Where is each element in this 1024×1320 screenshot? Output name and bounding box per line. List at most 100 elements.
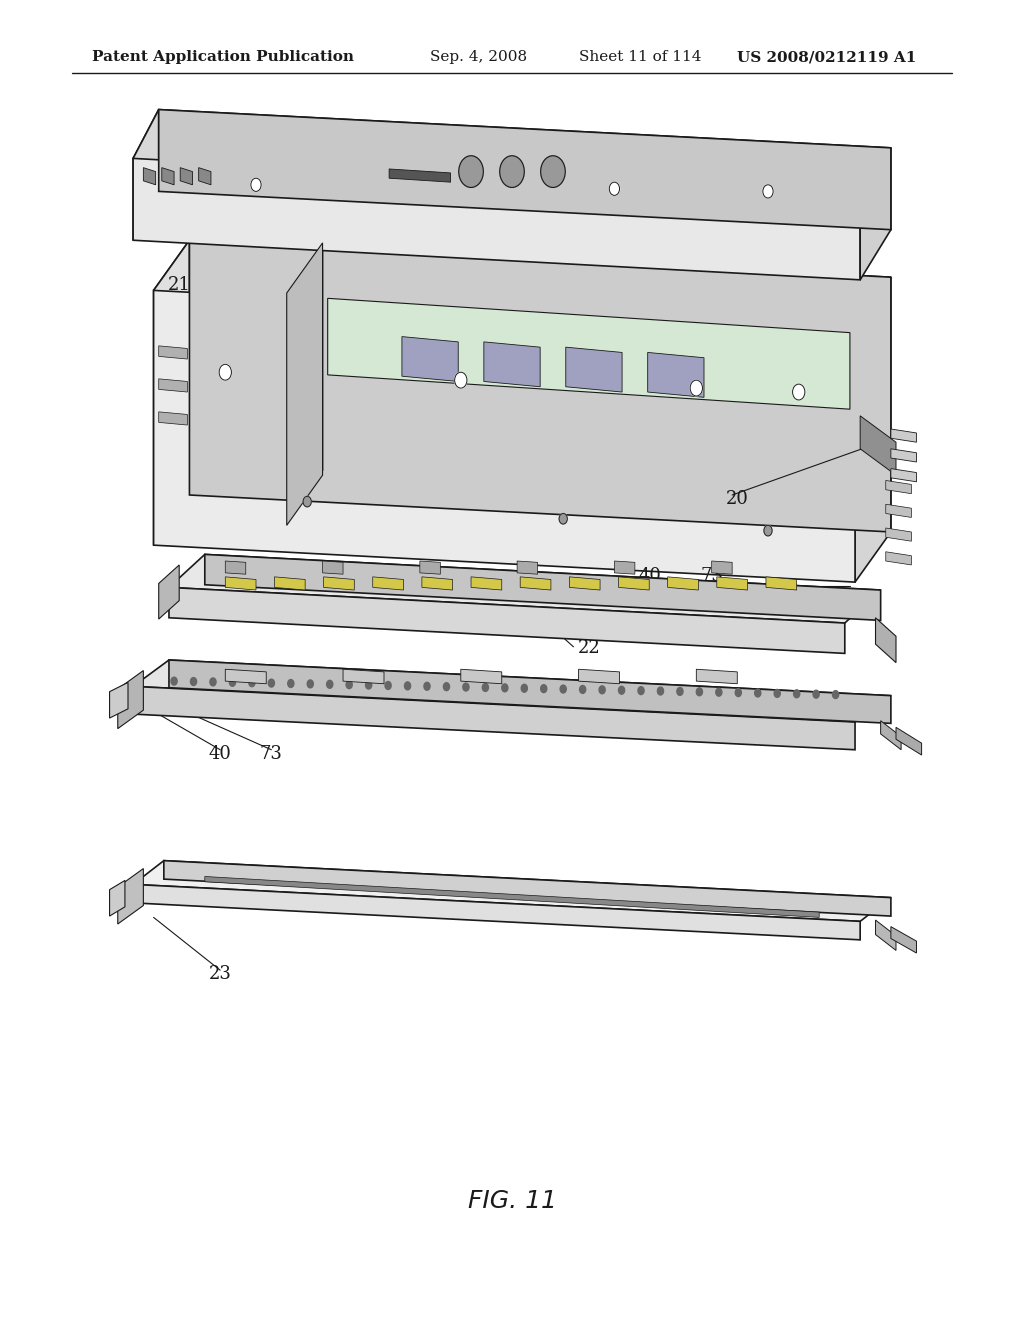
Text: 40: 40 xyxy=(639,566,662,585)
Polygon shape xyxy=(891,927,916,953)
Polygon shape xyxy=(471,577,502,590)
Circle shape xyxy=(580,685,586,693)
Text: 23: 23 xyxy=(209,965,231,983)
Circle shape xyxy=(171,677,177,685)
Circle shape xyxy=(657,686,664,694)
Polygon shape xyxy=(328,298,850,409)
Text: FIG. 11: FIG. 11 xyxy=(468,1189,556,1213)
Polygon shape xyxy=(225,561,246,574)
Polygon shape xyxy=(896,727,922,755)
Polygon shape xyxy=(162,168,174,185)
Circle shape xyxy=(560,685,566,693)
Polygon shape xyxy=(154,240,189,545)
Polygon shape xyxy=(205,554,881,620)
Circle shape xyxy=(677,688,683,696)
Text: 21: 21 xyxy=(168,276,190,294)
Polygon shape xyxy=(461,669,502,684)
Circle shape xyxy=(763,185,773,198)
Circle shape xyxy=(210,678,216,686)
Polygon shape xyxy=(164,861,891,916)
Circle shape xyxy=(385,681,391,689)
Circle shape xyxy=(599,686,605,694)
Polygon shape xyxy=(712,561,732,574)
Circle shape xyxy=(327,680,333,688)
Polygon shape xyxy=(274,577,305,590)
Circle shape xyxy=(696,688,702,696)
Text: Sheet 11 of 114: Sheet 11 of 114 xyxy=(579,50,701,65)
Circle shape xyxy=(482,684,488,692)
Polygon shape xyxy=(373,577,403,590)
Polygon shape xyxy=(159,346,187,359)
Polygon shape xyxy=(668,577,698,590)
Polygon shape xyxy=(886,504,911,517)
Polygon shape xyxy=(110,880,125,916)
Polygon shape xyxy=(154,240,891,327)
Polygon shape xyxy=(517,561,538,574)
Circle shape xyxy=(459,156,483,187)
Polygon shape xyxy=(205,876,819,917)
Polygon shape xyxy=(110,682,128,718)
Polygon shape xyxy=(891,429,916,442)
Polygon shape xyxy=(886,528,911,541)
Circle shape xyxy=(521,684,527,692)
Circle shape xyxy=(638,686,644,694)
Polygon shape xyxy=(891,449,916,462)
Circle shape xyxy=(249,678,255,686)
Circle shape xyxy=(833,690,839,698)
Polygon shape xyxy=(565,347,622,392)
Circle shape xyxy=(229,678,236,686)
Text: 22: 22 xyxy=(578,639,600,657)
Text: Sep. 4, 2008: Sep. 4, 2008 xyxy=(430,50,527,65)
Text: US 2008/0212119 A1: US 2008/0212119 A1 xyxy=(737,50,916,65)
Circle shape xyxy=(455,372,467,388)
Text: Patent Application Publication: Patent Application Publication xyxy=(92,50,354,65)
Polygon shape xyxy=(579,669,620,684)
Polygon shape xyxy=(189,240,891,532)
Circle shape xyxy=(366,681,372,689)
Polygon shape xyxy=(881,721,901,750)
Polygon shape xyxy=(696,669,737,684)
Polygon shape xyxy=(886,480,911,494)
Circle shape xyxy=(268,678,274,686)
Polygon shape xyxy=(401,337,459,381)
Polygon shape xyxy=(225,669,266,684)
Polygon shape xyxy=(159,565,179,619)
Polygon shape xyxy=(855,277,891,582)
Polygon shape xyxy=(343,669,384,684)
Polygon shape xyxy=(159,379,187,392)
Polygon shape xyxy=(420,561,440,574)
Circle shape xyxy=(303,496,311,507)
Circle shape xyxy=(541,156,565,187)
Polygon shape xyxy=(225,577,256,590)
Polygon shape xyxy=(618,577,649,590)
Polygon shape xyxy=(520,577,551,590)
Polygon shape xyxy=(159,110,891,230)
Circle shape xyxy=(794,690,800,698)
Polygon shape xyxy=(483,342,541,387)
Circle shape xyxy=(346,681,352,689)
Polygon shape xyxy=(159,412,187,425)
Circle shape xyxy=(559,513,567,524)
Circle shape xyxy=(541,685,547,693)
Polygon shape xyxy=(766,577,797,590)
Circle shape xyxy=(609,182,620,195)
Text: 20: 20 xyxy=(726,490,749,508)
Polygon shape xyxy=(180,168,193,185)
Circle shape xyxy=(716,688,722,696)
Polygon shape xyxy=(717,577,748,590)
Polygon shape xyxy=(199,168,211,185)
Polygon shape xyxy=(133,686,855,750)
Polygon shape xyxy=(169,554,881,623)
Circle shape xyxy=(404,682,411,690)
Polygon shape xyxy=(648,352,705,397)
Circle shape xyxy=(690,380,702,396)
Circle shape xyxy=(735,689,741,697)
Polygon shape xyxy=(133,660,891,722)
Circle shape xyxy=(190,677,197,685)
Polygon shape xyxy=(614,561,635,574)
Text: 73: 73 xyxy=(700,566,723,585)
Polygon shape xyxy=(569,577,600,590)
Circle shape xyxy=(764,525,772,536)
Polygon shape xyxy=(886,552,911,565)
Polygon shape xyxy=(860,416,896,475)
